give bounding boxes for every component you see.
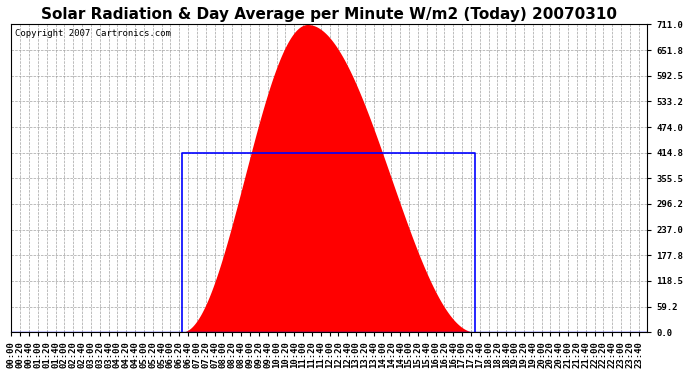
Text: Copyright 2007 Cartronics.com: Copyright 2007 Cartronics.com xyxy=(14,29,170,38)
Title: Solar Radiation & Day Average per Minute W/m2 (Today) 20070310: Solar Radiation & Day Average per Minute… xyxy=(41,7,618,22)
